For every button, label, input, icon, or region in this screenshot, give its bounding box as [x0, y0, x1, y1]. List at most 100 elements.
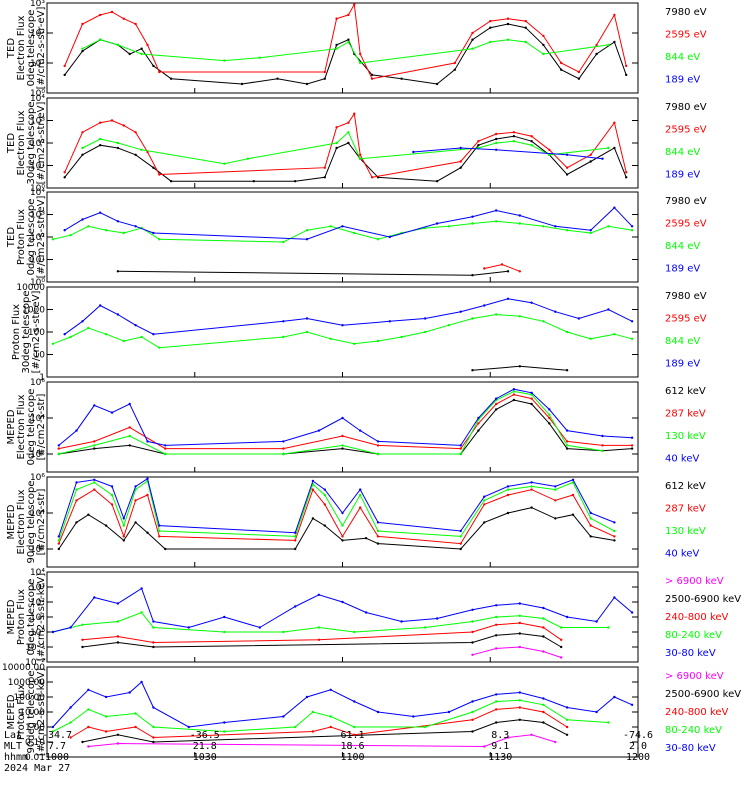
data-point	[506, 485, 510, 488]
data-point	[282, 447, 285, 450]
data-point	[560, 68, 563, 71]
y-tick-label: 10¹	[30, 162, 45, 172]
footer-mlt-value: 7.7	[48, 741, 66, 752]
data-point	[447, 710, 451, 714]
series-line	[58, 507, 615, 550]
legend-entry: 2595 eV	[665, 314, 707, 325]
legend-entry: 844 eV	[665, 52, 700, 63]
legend-entry: 30-80 keV	[665, 743, 716, 754]
data-point	[483, 521, 486, 524]
data-point	[305, 238, 309, 241]
data-point	[613, 146, 616, 150]
data-point	[530, 391, 533, 394]
data-point	[81, 49, 84, 53]
legend-entry: 40 keV	[665, 549, 699, 560]
y-axis-label: TED	[6, 133, 17, 154]
data-point	[554, 740, 557, 744]
data-point	[110, 503, 114, 506]
data-point	[512, 390, 516, 393]
data-point	[364, 611, 368, 614]
data-point	[359, 52, 362, 56]
data-point	[57, 547, 60, 551]
footer-row-label: 2024 Mar 27	[4, 763, 70, 774]
data-point	[542, 34, 545, 38]
y-tick-label: 10⁰	[30, 184, 45, 194]
data-point	[353, 630, 356, 634]
footer-hhmm-value: 1100	[340, 752, 364, 763]
data-point	[530, 506, 533, 509]
data-point	[601, 434, 604, 438]
data-point	[589, 337, 592, 340]
data-point	[630, 444, 634, 447]
data-point	[164, 444, 167, 447]
data-point	[110, 493, 114, 497]
data-point	[81, 645, 84, 649]
y-tick-label: 10⁶	[30, 473, 45, 483]
data-point	[471, 31, 474, 35]
data-point	[305, 317, 309, 320]
y-tick-label: 100	[28, 328, 45, 338]
y-axis-label: MEPED	[6, 599, 17, 634]
data-point	[252, 180, 255, 183]
footer-row-label: hhmm	[4, 752, 28, 763]
data-point	[542, 721, 545, 724]
data-point	[589, 535, 592, 538]
data-point	[353, 3, 356, 6]
data-point	[548, 422, 551, 425]
data-point	[483, 495, 486, 498]
data-point	[471, 608, 474, 611]
data-point	[495, 141, 498, 145]
data-point	[560, 61, 563, 65]
data-point	[565, 166, 569, 169]
data-point	[294, 539, 297, 542]
data-point	[571, 493, 575, 497]
data-point	[495, 137, 498, 141]
data-point	[518, 691, 521, 694]
data-point	[518, 614, 521, 617]
data-point	[388, 320, 391, 323]
y-tick-label: 0.10	[25, 738, 45, 748]
legend-entry: > 6900 keV	[665, 576, 724, 587]
y-axis-label: MEPED	[6, 409, 17, 444]
y-tick-label: 10⁰	[30, 89, 45, 99]
data-point	[565, 718, 569, 721]
data-point	[63, 229, 66, 232]
data-point	[630, 229, 634, 232]
data-point	[87, 745, 90, 748]
data-point	[341, 434, 344, 438]
data-point	[134, 499, 137, 502]
data-point	[311, 488, 315, 491]
data-point	[223, 721, 226, 724]
data-point	[116, 146, 120, 150]
data-point	[146, 493, 149, 497]
data-point	[323, 176, 326, 179]
series-line	[64, 23, 627, 85]
data-point	[524, 26, 527, 29]
data-point	[134, 225, 137, 228]
data-point	[376, 542, 380, 545]
data-point	[630, 611, 634, 614]
data-point	[542, 43, 545, 47]
data-point	[187, 626, 190, 629]
series-line	[64, 298, 633, 335]
data-point	[99, 121, 102, 124]
legend-entry: 40 keV	[665, 454, 699, 465]
data-point	[57, 452, 60, 456]
data-point	[81, 320, 84, 323]
data-point	[577, 317, 581, 320]
data-point	[93, 596, 96, 599]
data-point	[140, 52, 143, 56]
legend-entry: 2595 eV	[665, 125, 707, 136]
data-point	[459, 160, 462, 163]
y-tick-label: 10⁰	[30, 628, 45, 638]
data-point	[471, 317, 474, 320]
data-point	[116, 602, 120, 605]
data-point	[294, 180, 297, 183]
data-point	[63, 333, 66, 336]
data-point	[542, 650, 545, 653]
y-tick-label: 10³	[30, 117, 45, 127]
data-point	[512, 398, 516, 402]
data-point	[116, 220, 120, 223]
data-point	[500, 263, 504, 266]
data-point	[57, 542, 60, 545]
